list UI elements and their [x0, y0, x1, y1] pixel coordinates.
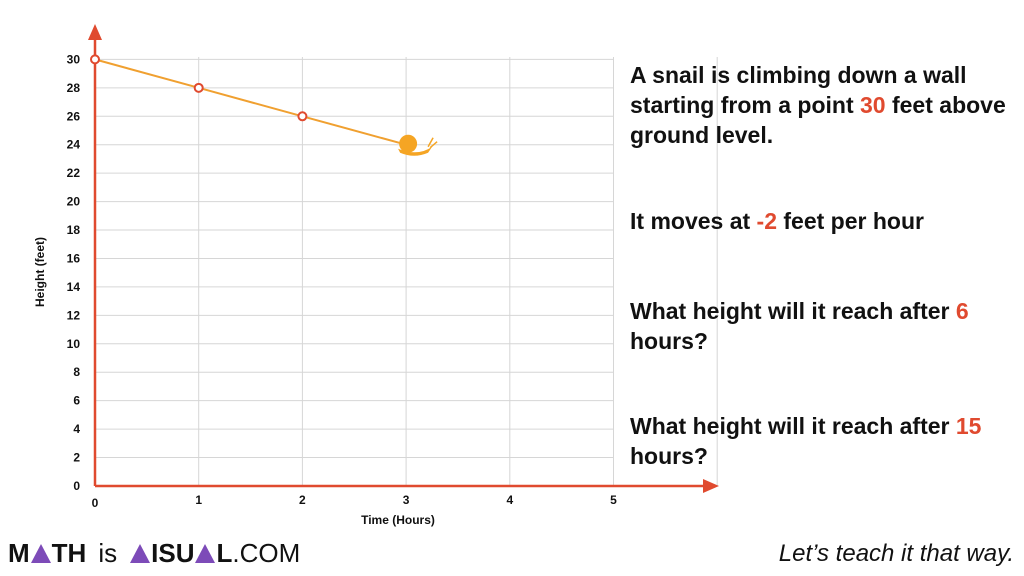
y-tick-label: 0	[73, 479, 80, 493]
question-text: hours?	[630, 328, 708, 354]
x-axis-arrow	[703, 479, 719, 493]
brand-letter: M	[8, 538, 30, 568]
y-tick-label: 4	[73, 422, 80, 436]
data-point	[193, 82, 204, 93]
triangle-icon	[30, 544, 51, 563]
brand-letter: L	[216, 538, 233, 568]
x-tick-label: 3	[403, 493, 410, 507]
data-point	[90, 54, 100, 65]
problem-text: feet above ground level.	[630, 92, 1006, 148]
y-tick-label: 14	[67, 280, 81, 294]
snail-shell	[399, 134, 418, 153]
rate-value: -2	[756, 208, 777, 234]
x-tick-label: 1	[195, 493, 202, 507]
brand-logo: M TH is ISU L .COM	[8, 538, 300, 574]
y-tick-label: 12	[67, 308, 81, 322]
rate-text: It moves at	[630, 208, 757, 234]
y-tick-label: 20	[67, 195, 81, 209]
x-tick-label: 0	[92, 496, 99, 510]
snail-antenna	[429, 141, 438, 149]
triangle-icon	[195, 544, 216, 563]
grid-lines	[95, 57, 718, 486]
x-axis-label: Time (Hours)	[361, 513, 435, 527]
problem-statement: A snail is climbing down a wall starting…	[630, 60, 1020, 150]
triangle-icon	[130, 544, 151, 563]
rate-statement: It moves at -2 feet per hour	[630, 206, 1020, 236]
y-tick-label: 24	[67, 138, 81, 152]
y-tick-label: 22	[67, 166, 81, 180]
tagline: Let’s teach it that way.	[778, 540, 1014, 567]
question-text: hours?	[630, 443, 708, 469]
problem-text: A snail is climbing down a wall starting…	[630, 62, 967, 118]
y-tick-label: 28	[67, 81, 81, 95]
y-tick-label: 26	[67, 109, 81, 123]
brand-domain: .COM	[232, 538, 301, 568]
y-tick-label: 18	[67, 223, 81, 237]
y-tick-label: 8	[73, 365, 80, 379]
question-2: What height will it reach after 15 hours…	[630, 411, 1020, 471]
brand-letters: ISU	[151, 538, 195, 568]
x-tick-label: 2	[299, 493, 306, 507]
question-text: What height will it reach after	[630, 413, 956, 439]
start-height-value: 30	[860, 92, 886, 118]
y-axis-label: Height (feet)	[33, 237, 47, 307]
x-tick-label: 5	[610, 493, 617, 507]
y-tick-label: 2	[73, 451, 80, 465]
y-tick-label: 6	[73, 394, 80, 408]
snail-body	[398, 146, 433, 156]
y-tick-label: 16	[67, 251, 81, 265]
question-1-hours: 6	[955, 298, 969, 324]
question-2-hours: 15	[955, 413, 982, 439]
rate-text: feet per hour	[777, 208, 924, 234]
data-point	[297, 111, 308, 122]
question-text: What height will it reach after	[630, 298, 956, 324]
x-tick-label: 4	[506, 493, 513, 507]
series-line	[94, 58, 407, 146]
question-1: What height will it reach after 6 hours?	[630, 296, 1020, 356]
axes	[88, 24, 719, 493]
snail-antenna	[427, 137, 434, 148]
brand-word: is	[98, 538, 118, 568]
y-tick-label: 30	[67, 52, 81, 66]
y-axis-arrow	[88, 24, 102, 40]
data-series	[90, 54, 407, 146]
y-tick-label: 10	[67, 337, 81, 351]
brand-letters: TH	[51, 538, 87, 568]
snail-icon	[398, 134, 438, 156]
